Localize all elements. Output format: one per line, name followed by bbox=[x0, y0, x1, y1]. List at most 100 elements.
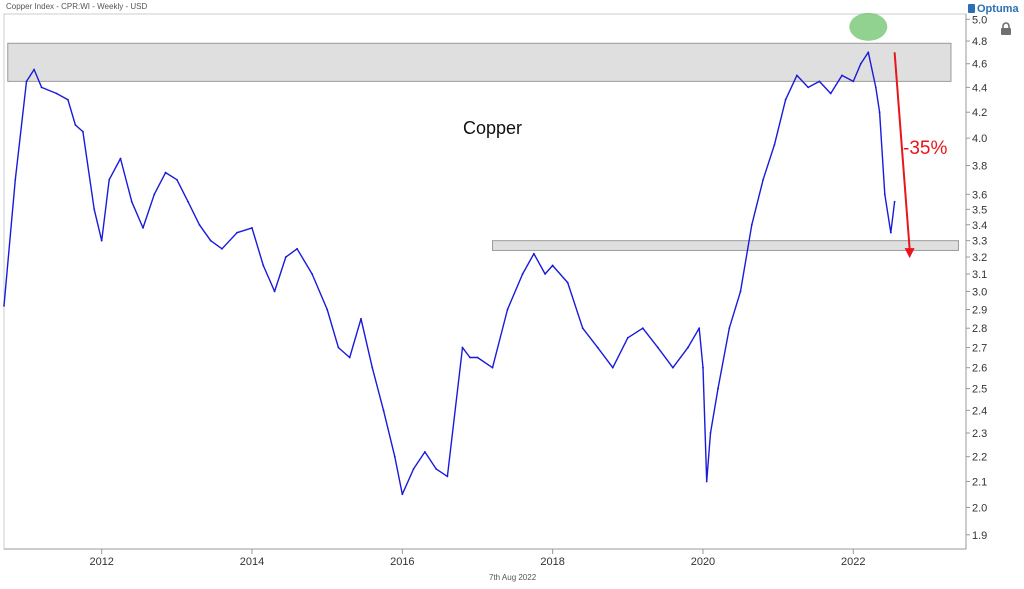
price-point bbox=[521, 273, 524, 275]
price-point bbox=[130, 200, 133, 203]
price-point bbox=[469, 356, 471, 359]
price-point bbox=[360, 317, 362, 320]
price-point bbox=[33, 68, 35, 71]
price-point bbox=[412, 468, 415, 470]
y-tick-label: 1.9 bbox=[972, 530, 987, 542]
price-point bbox=[371, 366, 374, 369]
price-point bbox=[641, 327, 644, 330]
price-point bbox=[829, 92, 832, 95]
price-point bbox=[251, 227, 253, 229]
y-tick-label: 3.1 bbox=[972, 269, 987, 281]
y-tick-label: 3.4 bbox=[972, 220, 987, 232]
price-point bbox=[93, 208, 96, 211]
y-tick-label: 2.7 bbox=[972, 343, 987, 355]
chart-date-footer: 7th Aug 2022 bbox=[489, 573, 537, 582]
resistance-band-1 bbox=[7, 42, 952, 82]
price-point bbox=[705, 480, 708, 483]
price-point bbox=[382, 409, 385, 412]
x-tick-label: 2022 bbox=[841, 556, 865, 568]
price-point bbox=[348, 356, 351, 359]
y-tick-label: 4.8 bbox=[972, 36, 987, 48]
price-point bbox=[296, 247, 299, 250]
price-point bbox=[476, 356, 479, 359]
y-tick-label: 2.1 bbox=[972, 476, 987, 488]
price-point bbox=[209, 239, 212, 242]
lock-icon[interactable] bbox=[999, 22, 1013, 41]
x-tick-label: 2018 bbox=[540, 556, 564, 568]
price-point bbox=[82, 130, 84, 133]
price-point bbox=[311, 273, 314, 275]
price-point bbox=[108, 178, 111, 181]
y-tick-label: 2.5 bbox=[972, 384, 987, 396]
y-tick-label: 3.3 bbox=[972, 236, 987, 248]
price-point bbox=[551, 264, 554, 267]
price-point bbox=[40, 86, 43, 89]
price-point bbox=[611, 366, 614, 369]
y-tick-label: 2.4 bbox=[972, 405, 987, 417]
price-point bbox=[337, 346, 340, 349]
price-point bbox=[506, 308, 509, 311]
price-point bbox=[401, 493, 404, 496]
price-point bbox=[74, 124, 77, 126]
price-point bbox=[25, 80, 28, 83]
price-point bbox=[728, 327, 731, 330]
price-point bbox=[717, 387, 719, 390]
price-point bbox=[656, 346, 659, 349]
price-point bbox=[544, 273, 547, 275]
price-point bbox=[878, 111, 881, 114]
price-point bbox=[175, 178, 178, 181]
price-point bbox=[795, 74, 798, 77]
price-point bbox=[762, 178, 764, 181]
price-point bbox=[859, 62, 862, 65]
price-point bbox=[393, 455, 396, 458]
y-tick-label: 5.0 bbox=[972, 14, 987, 26]
y-tick-label: 2.2 bbox=[972, 452, 987, 464]
price-point bbox=[446, 475, 449, 478]
decline-annotation: -35% bbox=[903, 138, 947, 159]
price-point bbox=[709, 432, 712, 434]
y-tick-label: 3.0 bbox=[972, 286, 987, 298]
price-point bbox=[807, 86, 810, 89]
plot-frame bbox=[3, 13, 967, 550]
price-point bbox=[739, 290, 742, 293]
price-point bbox=[702, 366, 704, 369]
price-point bbox=[221, 247, 223, 250]
x-tick-label: 2016 bbox=[390, 556, 414, 568]
decline-arrow-shaft bbox=[893, 52, 911, 250]
price-point bbox=[532, 252, 535, 255]
price-point bbox=[187, 200, 190, 203]
price-point bbox=[566, 281, 569, 284]
price-point bbox=[461, 346, 464, 349]
price-point bbox=[671, 366, 674, 369]
price-point bbox=[491, 366, 494, 369]
y-tick-label: 2.9 bbox=[972, 305, 987, 317]
brand-name: Optuma bbox=[977, 3, 1019, 15]
price-point bbox=[626, 336, 629, 339]
price-point bbox=[153, 193, 156, 196]
decline-arrow-head bbox=[904, 248, 915, 259]
price-point bbox=[66, 98, 69, 101]
y-tick-label: 2.3 bbox=[972, 428, 987, 440]
price-point bbox=[874, 86, 877, 89]
y-tick-label: 2.0 bbox=[972, 502, 987, 514]
price-point bbox=[784, 98, 787, 101]
y-tick-label: 4.4 bbox=[972, 82, 987, 94]
price-point bbox=[273, 290, 276, 293]
y-tick-label: 3.5 bbox=[972, 204, 987, 216]
price-point bbox=[55, 92, 58, 95]
peak-highlight-circle bbox=[849, 12, 888, 41]
y-tick-label: 2.6 bbox=[972, 363, 987, 375]
price-point bbox=[423, 450, 426, 453]
price-point bbox=[889, 231, 892, 234]
price-point bbox=[236, 231, 238, 234]
x-tick-label: 2012 bbox=[89, 556, 113, 568]
x-tick-label: 2014 bbox=[240, 556, 264, 568]
price-point bbox=[893, 200, 896, 203]
chart-header: Copper Index - CPR:WI - Weekly - USD bbox=[6, 2, 148, 11]
price-series-line-1 bbox=[3, 51, 896, 495]
price-point bbox=[750, 223, 753, 226]
price-point bbox=[14, 178, 17, 181]
price-point bbox=[852, 80, 855, 83]
price-point bbox=[198, 223, 201, 226]
price-point bbox=[262, 264, 265, 267]
